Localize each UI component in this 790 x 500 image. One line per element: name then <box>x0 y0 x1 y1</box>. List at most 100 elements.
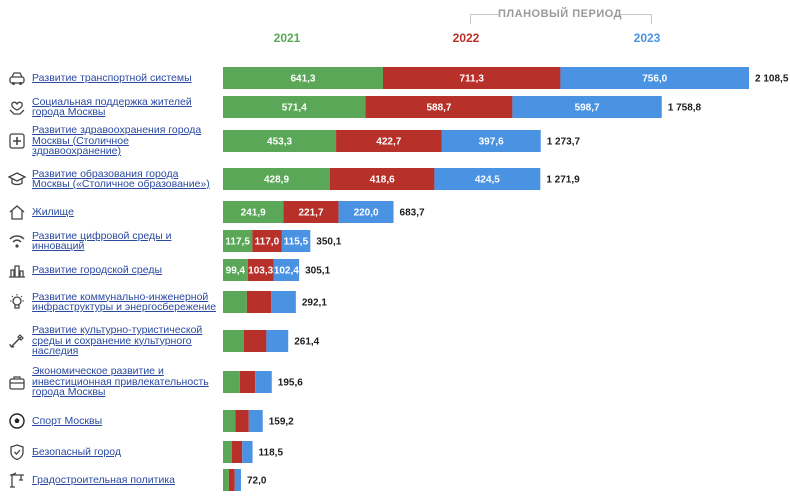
row-label[interactable]: Развитие транспортной системы <box>32 71 192 84</box>
row-label[interactable]: Безопасный город <box>32 445 121 458</box>
bar-segment-2021 <box>223 130 337 152</box>
segment-value-label: 588,7 <box>426 103 451 114</box>
bar-segment-2023 <box>255 371 272 393</box>
segment-value-label: 641,3 <box>290 74 315 85</box>
bar-segment-2021 <box>223 330 244 352</box>
period-tick-left <box>470 14 471 24</box>
bar-segment-2021 <box>223 441 232 463</box>
palette-icon <box>8 332 26 350</box>
segment-value-label: 117,0 <box>255 237 280 248</box>
row-total-label: 350,1 <box>316 237 341 248</box>
bar-segment-2023 <box>266 330 289 352</box>
bar-segment-2022 <box>365 96 513 118</box>
bar-segment-2023 <box>273 259 300 281</box>
segment-value-label: 103,3 <box>248 266 273 277</box>
bar-segment-2022 <box>252 230 282 252</box>
row-total-label: 683,7 <box>400 208 425 219</box>
segment-value-label: 756,0 <box>642 74 667 85</box>
car-icon <box>8 69 26 87</box>
row-label[interactable]: Развитие здравоохранения города Москвы (… <box>32 124 202 157</box>
segment-value-label: 598,7 <box>575 103 600 114</box>
row-total-label: 1 273,7 <box>547 137 581 148</box>
bar-segment-2023 <box>248 410 263 432</box>
segment-value-label: 418,6 <box>370 175 395 186</box>
row-label[interactable]: Развитие образования города Москвы («Сто… <box>32 167 210 190</box>
row-label[interactable]: Развитие культурно-туристической среды и… <box>32 324 203 357</box>
year-label-2021: 2021 <box>273 31 301 45</box>
segment-value-label: 220,0 <box>354 208 379 219</box>
soccer-ball-icon <box>8 412 26 430</box>
bar-segment-2022 <box>246 291 272 313</box>
segment-value-label: 117,5 <box>225 237 250 248</box>
row-label[interactable]: Развитие коммунально-инженерной инфрастр… <box>32 290 217 313</box>
bar-segment-2021 <box>223 96 366 118</box>
segment-value-label: 241,9 <box>241 208 266 219</box>
bar-segment-2021 <box>223 410 236 432</box>
cityscape-icon <box>8 261 26 279</box>
bar-segment-2022 <box>235 410 249 432</box>
bar-segment-2023 <box>512 96 662 118</box>
bar-segment-2023 <box>234 469 241 491</box>
segment-value-label: 453,3 <box>267 137 292 148</box>
segment-value-label: 102,4 <box>274 266 299 277</box>
row-total-label: 195,6 <box>278 378 303 389</box>
bar-segment-2023 <box>281 230 311 252</box>
bar-segment-2021 <box>223 469 229 491</box>
segment-value-label: 422,7 <box>376 137 401 148</box>
bar-segment-2021 <box>223 259 248 281</box>
segment-value-label: 428,9 <box>264 175 289 186</box>
planning-period-title: ПЛАНОВЫЙ ПЕРИОД <box>498 8 622 20</box>
bar-segment-2022 <box>239 371 256 393</box>
bar-segment-2022 <box>247 259 274 281</box>
segment-value-label: 571,4 <box>282 103 307 114</box>
segment-value-label: 711,3 <box>459 74 484 85</box>
medical-cross-icon <box>8 132 26 150</box>
year-label-2023: 2023 <box>633 31 661 45</box>
bar-segment-2022 <box>231 441 243 463</box>
bar-segment-2021 <box>223 371 240 393</box>
row-label[interactable]: Спорт Москвы <box>32 414 103 427</box>
lightbulb-icon <box>8 293 26 311</box>
bar-segment-2022 <box>283 201 339 223</box>
year-label-2022: 2022 <box>452 31 480 45</box>
period-line-right <box>620 14 651 15</box>
bar-segment-2022 <box>228 469 235 491</box>
shield-icon <box>8 443 26 461</box>
row-total-label: 261,4 <box>294 337 319 348</box>
row-label[interactable]: Развитие городской среды <box>32 263 163 276</box>
bar-segment-2021 <box>223 230 253 252</box>
row-total-label: 1 758,8 <box>668 103 702 114</box>
period-tick-right <box>651 14 652 24</box>
bar-segment-2021 <box>223 67 383 89</box>
bar-segment-2023 <box>560 67 750 89</box>
bar-segment-2021 <box>223 168 330 190</box>
segment-value-label: 99,4 <box>226 266 246 277</box>
house-icon <box>8 203 26 221</box>
segment-value-label: 221,7 <box>298 208 323 219</box>
bar-segment-2022 <box>243 330 267 352</box>
segment-value-label: 424,5 <box>475 175 500 186</box>
briefcase-icon <box>8 373 26 391</box>
bar-segment-2023 <box>441 130 541 152</box>
row-label[interactable]: Экономическое развитие и инвестиционная … <box>32 365 209 398</box>
row-total-label: 305,1 <box>305 266 330 277</box>
row-label[interactable]: Развитие цифровой среды и инноваций <box>32 229 172 252</box>
row-total-label: 72,0 <box>247 476 267 487</box>
row-label[interactable]: Градостроительная политика <box>32 473 175 486</box>
hands-heart-icon <box>8 98 26 116</box>
bar-segment-2023 <box>338 201 394 223</box>
bar-segment-2021 <box>223 201 284 223</box>
bar-segment-2022 <box>336 130 442 152</box>
wifi-icon <box>8 232 26 250</box>
segment-value-label: 397,6 <box>479 137 504 148</box>
bar-segment-2022 <box>330 168 435 190</box>
crane-icon <box>8 471 26 489</box>
bar-segment-2021 <box>223 291 247 313</box>
row-total-label: 118,5 <box>259 448 284 459</box>
row-total-label: 159,2 <box>269 417 294 428</box>
row-label[interactable]: Социальная поддержка жителей города Моск… <box>32 95 192 118</box>
row-total-label: 2 108,5 <box>755 74 789 85</box>
row-label[interactable]: Жилище <box>32 205 74 218</box>
row-total-label: 292,1 <box>302 298 327 309</box>
